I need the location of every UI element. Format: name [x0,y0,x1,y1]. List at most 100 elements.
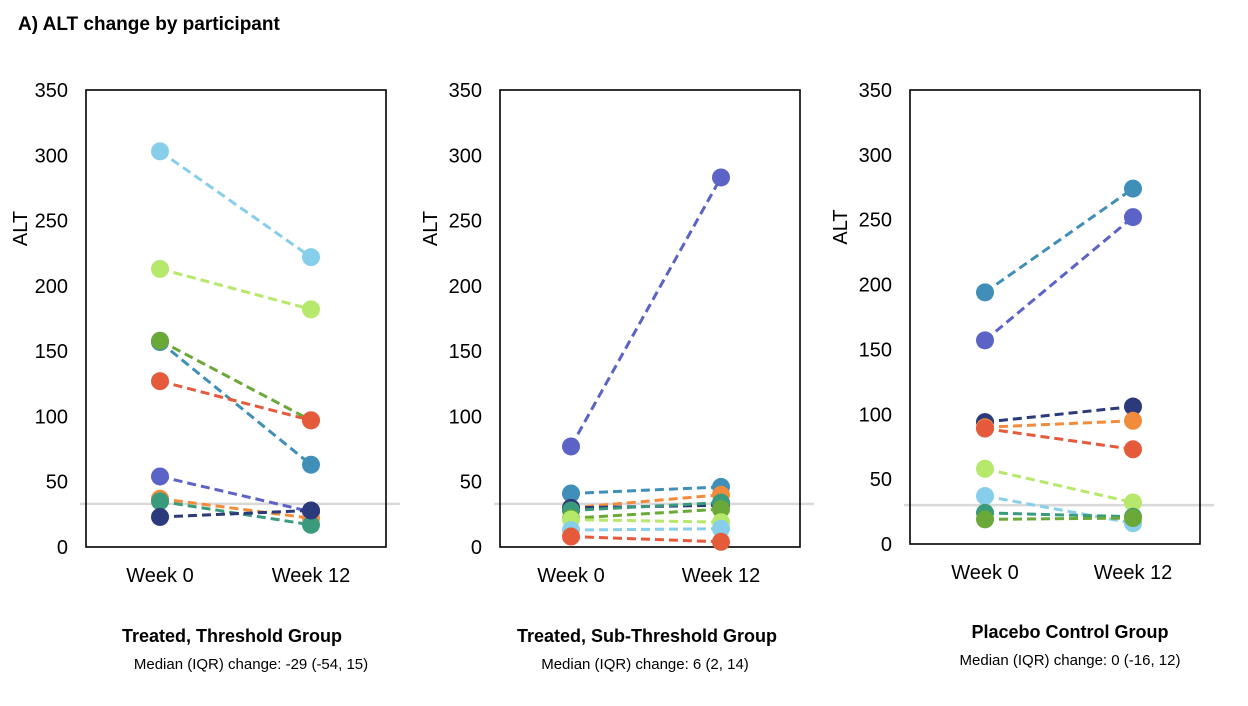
data-point [151,259,169,278]
plot-frame [909,89,1201,545]
figure-title: A) ALT change by participant [18,14,280,35]
series-line [159,339,312,422]
data-point [302,515,320,534]
y-tick-label: 200 [859,275,892,297]
data-point [302,300,320,319]
y-tick-label: 150 [859,339,892,361]
y-tick-label: 0 [471,537,482,559]
y-axis-label: ALT [830,209,852,244]
x-tick-label: Week 0 [537,565,604,587]
plot-frame [499,89,801,548]
data-point [976,331,994,350]
series-line [984,419,1134,429]
data-point [1124,397,1142,416]
series-line [984,405,1134,424]
data-point [976,283,994,302]
series-7 [976,487,1142,533]
series-1 [562,168,730,456]
series-9 [976,509,1142,529]
series-line [159,475,312,514]
series-line [984,516,1134,521]
y-tick-label: 100 [859,404,892,426]
y-tick-label: 200 [449,276,482,298]
series-line [570,507,722,520]
data-point [976,487,994,506]
x-tick-label: Week 0 [951,562,1018,584]
y-tick-label: 100 [449,406,482,428]
data-point [976,510,994,529]
y-tick-label: 300 [859,145,892,167]
y-tick-label: 200 [35,276,68,298]
data-point [151,142,169,161]
series-8 [976,503,1142,526]
series-5 [976,419,1142,459]
y-tick-label: 350 [859,80,892,102]
series-9 [562,527,730,551]
series-line [569,176,723,448]
series-line [159,497,312,520]
data-point [302,455,320,474]
y-tick-label: 300 [35,145,68,167]
series-5 [151,372,320,430]
data-point [976,459,994,478]
data-point [151,507,169,526]
data-point [151,467,169,486]
series-1 [151,142,320,267]
y-axis-label: ALT [10,211,32,246]
y-tick-label: 0 [57,537,68,559]
plot-frame [85,89,387,548]
series-line [984,511,1134,519]
x-tick-label: Week 12 [272,565,351,587]
chart-title-placebo: Placebo Control Group [971,622,1169,642]
chart-subtitle-subthreshold: Median (IQR) change: 6 (2, 14) [541,656,749,673]
series-line [159,267,312,311]
data-point [562,437,580,456]
data-point [1124,509,1142,528]
data-point [562,527,580,546]
y-tick-label: 150 [35,341,68,363]
series-line [984,427,1134,451]
series-line [570,501,722,512]
series-line [984,467,1134,504]
series-line [159,340,312,466]
x-tick-label: Week 0 [126,565,193,587]
data-point [976,419,994,438]
y-tick-label: 350 [449,80,482,102]
data-point [562,484,580,503]
data-point [1124,440,1142,459]
series-line [570,535,722,544]
data-point [302,501,320,520]
chart-subtitle-placebo: Median (IQR) change: 0 (-16, 12) [959,652,1181,669]
series-line [984,215,1134,342]
series-line [570,527,722,532]
series-2 [976,208,1142,350]
series-line [159,150,312,259]
data-point [1124,208,1142,227]
x-tick-label: Week 12 [682,565,761,587]
series-2 [151,259,320,319]
y-axis-label: ALT [420,211,442,246]
data-point [712,519,730,538]
series-line [984,187,1134,294]
chart-title-threshold: Treated, Threshold Group [121,626,343,646]
data-point [1124,411,1142,430]
data-point [712,532,730,551]
y-tick-label: 150 [449,341,482,363]
series-line [570,493,722,510]
data-point [712,500,730,519]
data-point [1124,493,1142,512]
data-point [302,248,320,267]
data-point [712,168,730,187]
series-line [984,494,1134,525]
series-line [570,485,722,495]
y-tick-label: 250 [35,211,68,233]
data-point [151,331,169,350]
x-tick-label: Week 12 [1094,562,1173,584]
y-tick-label: 250 [859,210,892,232]
y-tick-label: 100 [35,406,68,428]
y-tick-label: 50 [460,472,482,494]
y-tick-label: 350 [35,80,68,102]
